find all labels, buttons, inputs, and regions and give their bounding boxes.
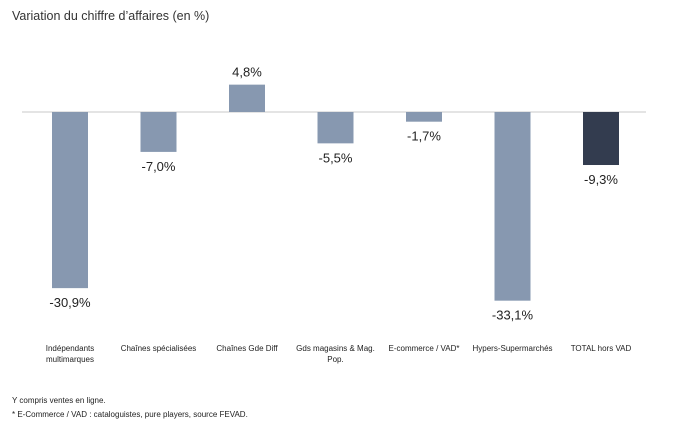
category-label-0: Indépendants multimarques <box>46 344 95 364</box>
value-label-3: -5,5% <box>319 150 353 165</box>
category-label-3: Gds magasins & Mag. Pop. <box>296 344 375 364</box>
value-label-1: -7,0% <box>142 159 176 174</box>
value-label-2: 4,8% <box>232 65 262 80</box>
bar-4 <box>406 112 442 122</box>
value-label-6: -9,3% <box>584 172 618 187</box>
value-label-4: -1,7% <box>407 129 441 144</box>
category-label-6: TOTAL hors VAD <box>571 344 632 353</box>
footnote-ecommerce-definition: * E-Commerce / VAD : cataloguistes, pure… <box>12 410 248 419</box>
bar-1 <box>140 112 177 152</box>
bar-3 <box>317 112 354 144</box>
bar-5 <box>494 112 531 301</box>
category-label-4: E-commerce / VAD* <box>389 344 460 353</box>
bar-6 <box>583 112 619 166</box>
value-label-0: -30,9% <box>49 295 91 310</box>
bar-2 <box>229 84 265 112</box>
category-label-5: Hypers-Supermarchés <box>472 344 552 353</box>
footnote-online-sales: Y compris ventes en ligne. <box>12 396 106 405</box>
value-label-5: -33,1% <box>492 308 534 323</box>
chart-title: Variation du chiffre d’affaires (en %) <box>12 9 210 23</box>
bar-chart: -30,9% Indépendants multimarques -7,0% Chaîn… <box>22 65 646 364</box>
bar-0 <box>52 112 88 289</box>
category-label-2: Chaînes Gde Diff <box>216 344 278 353</box>
category-label-1: Chaînes spécialisées <box>121 344 197 353</box>
